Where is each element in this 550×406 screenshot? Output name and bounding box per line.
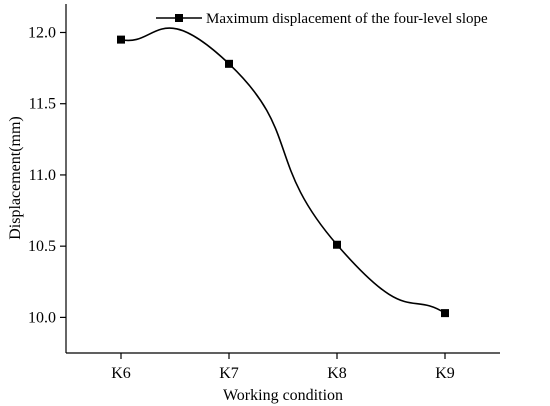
- data-point: [333, 240, 341, 249]
- y-tick-label: 11.5: [29, 96, 56, 113]
- data-point: [117, 35, 125, 44]
- y-tick-label: 11.0: [29, 167, 56, 184]
- legend: Maximum displacement of the four-level s…: [156, 11, 488, 27]
- x-tick-label: K8: [327, 365, 347, 382]
- axes: [65, 4, 500, 354]
- y-tick-label: 10.5: [28, 238, 56, 255]
- x-tick-label: K9: [435, 365, 455, 382]
- y-ticks: 10.0 10.5 11.0 11.5 12.0: [28, 24, 66, 326]
- x-tick-label: K7: [219, 365, 239, 382]
- series-markers: [117, 35, 449, 318]
- legend-marker: [175, 14, 183, 22]
- data-point: [441, 309, 449, 318]
- x-axis-title: Working condition: [223, 387, 343, 404]
- x-tick-label: K6: [111, 365, 131, 382]
- series-line: [120, 27, 446, 314]
- data-point: [225, 59, 233, 68]
- y-tick-label: 10.0: [28, 309, 56, 326]
- legend-label: Maximum displacement of the four-level s…: [206, 11, 488, 27]
- x-ticks: K6 K7 K8 K9: [111, 353, 455, 382]
- y-tick-label: 12.0: [28, 24, 56, 41]
- y-axis-title: Displacement(mm): [7, 116, 24, 240]
